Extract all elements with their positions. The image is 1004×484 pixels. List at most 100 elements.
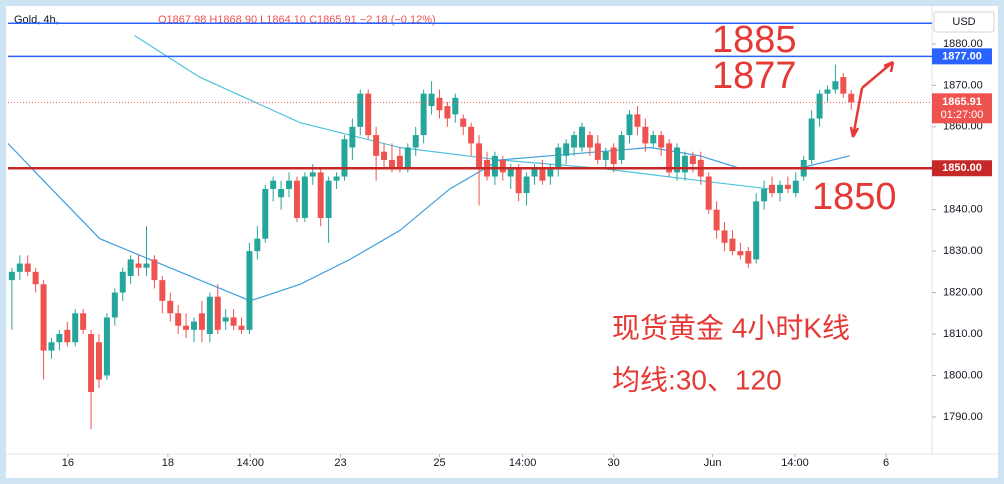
current-price-box bbox=[932, 93, 992, 124]
annotation: 均线:30、120 bbox=[612, 364, 782, 395]
candle-body bbox=[792, 180, 799, 194]
symbol: Gold, 4h, bbox=[14, 14, 59, 26]
candle-body bbox=[452, 97, 459, 115]
candle-body bbox=[404, 147, 411, 169]
x-tick-label: 14:00 bbox=[781, 457, 809, 469]
candle-body bbox=[705, 176, 712, 210]
candle-body bbox=[32, 271, 39, 285]
x-tick-label: 14:00 bbox=[236, 457, 264, 469]
candle-body bbox=[88, 333, 95, 393]
candle-body bbox=[56, 333, 63, 343]
candle-body bbox=[436, 97, 443, 111]
candle-body bbox=[428, 93, 435, 107]
countdown: 01:27:00 bbox=[941, 109, 984, 121]
candle-body bbox=[745, 251, 752, 264]
candle-body bbox=[563, 143, 570, 156]
candle-body bbox=[610, 147, 617, 165]
candle-body bbox=[721, 230, 728, 243]
currency-box[interactable] bbox=[933, 11, 995, 33]
candle-body bbox=[286, 180, 293, 189]
y-tick-label: 1880.00 bbox=[943, 38, 983, 50]
candle-body bbox=[824, 89, 831, 94]
candle-body bbox=[840, 77, 847, 94]
candle-body bbox=[531, 168, 538, 177]
candle-body bbox=[420, 93, 427, 136]
candle-body bbox=[254, 238, 261, 252]
y-tick-label: 1840.00 bbox=[943, 204, 983, 216]
candle-body bbox=[674, 147, 681, 173]
candle-body bbox=[270, 180, 277, 189]
candle-body bbox=[365, 93, 372, 136]
candle-body bbox=[460, 118, 467, 127]
x-tick-label: 14:00 bbox=[509, 457, 537, 469]
candle-body bbox=[175, 313, 182, 326]
candle-body bbox=[523, 176, 530, 194]
annotation: 1850 bbox=[812, 176, 897, 218]
candle-body bbox=[246, 251, 253, 330]
annotation: 现货黄金 4小时K线 bbox=[612, 312, 850, 343]
candle-body bbox=[515, 168, 522, 194]
candle-body bbox=[373, 135, 380, 156]
candle-body bbox=[602, 151, 609, 160]
candle-body bbox=[555, 147, 562, 169]
arrow-up bbox=[861, 60, 895, 89]
candle-body bbox=[468, 126, 475, 144]
candle-body bbox=[198, 313, 205, 330]
y-tick-label: 1800.00 bbox=[943, 369, 983, 381]
y-tick-label: 1830.00 bbox=[943, 245, 983, 257]
candle-body bbox=[214, 296, 221, 330]
candle-body bbox=[159, 280, 166, 301]
candle-body bbox=[776, 184, 783, 194]
arrow-down bbox=[849, 87, 864, 138]
candle-body bbox=[16, 263, 23, 272]
candle-body bbox=[301, 176, 308, 218]
candle-body bbox=[143, 263, 150, 268]
candle-body bbox=[103, 317, 110, 376]
candle-body bbox=[349, 126, 356, 148]
candle-body bbox=[444, 106, 451, 119]
candle-body bbox=[681, 155, 688, 173]
candle-body bbox=[222, 317, 229, 322]
candle-body bbox=[238, 325, 245, 330]
candle-body bbox=[127, 259, 134, 276]
x-tick-label: Jun bbox=[704, 457, 722, 469]
x-tick-label: 16 bbox=[62, 457, 74, 469]
candle-body bbox=[491, 155, 498, 177]
candle-body bbox=[507, 168, 514, 177]
candle-body bbox=[309, 172, 316, 177]
x-tick-label: 18 bbox=[162, 457, 174, 469]
candle-body bbox=[24, 263, 31, 272]
candle-body bbox=[191, 321, 198, 330]
level-label: 1877.00 bbox=[942, 50, 982, 62]
candle-body bbox=[333, 176, 340, 181]
candle-body bbox=[412, 135, 419, 148]
x-tick-label: 23 bbox=[334, 457, 346, 469]
y-tick-label: 1860.00 bbox=[943, 121, 983, 133]
x-tick-label: 25 bbox=[433, 457, 445, 469]
candle-body bbox=[40, 284, 47, 351]
candle-body bbox=[381, 151, 388, 160]
current-price-label: 1865.91 bbox=[942, 96, 982, 108]
moving-average bbox=[134, 35, 770, 190]
currency: USD bbox=[952, 16, 975, 28]
candle-body bbox=[206, 296, 213, 334]
candle-body bbox=[119, 271, 126, 293]
candle-body bbox=[341, 139, 348, 177]
candle-body bbox=[325, 180, 332, 218]
candle-body bbox=[95, 342, 102, 380]
candle-body bbox=[357, 93, 364, 127]
candle-body bbox=[848, 93, 855, 103]
candle-body bbox=[666, 143, 673, 173]
candle-body bbox=[769, 184, 776, 194]
chart-background bbox=[6, 6, 998, 478]
candle-body bbox=[64, 329, 71, 343]
candle-body bbox=[784, 184, 791, 189]
candle-body bbox=[594, 143, 601, 160]
candle-body bbox=[499, 159, 506, 173]
candle-body bbox=[642, 126, 649, 144]
candle-body bbox=[729, 238, 736, 252]
candle-body bbox=[135, 263, 142, 268]
candle-body bbox=[8, 271, 15, 281]
